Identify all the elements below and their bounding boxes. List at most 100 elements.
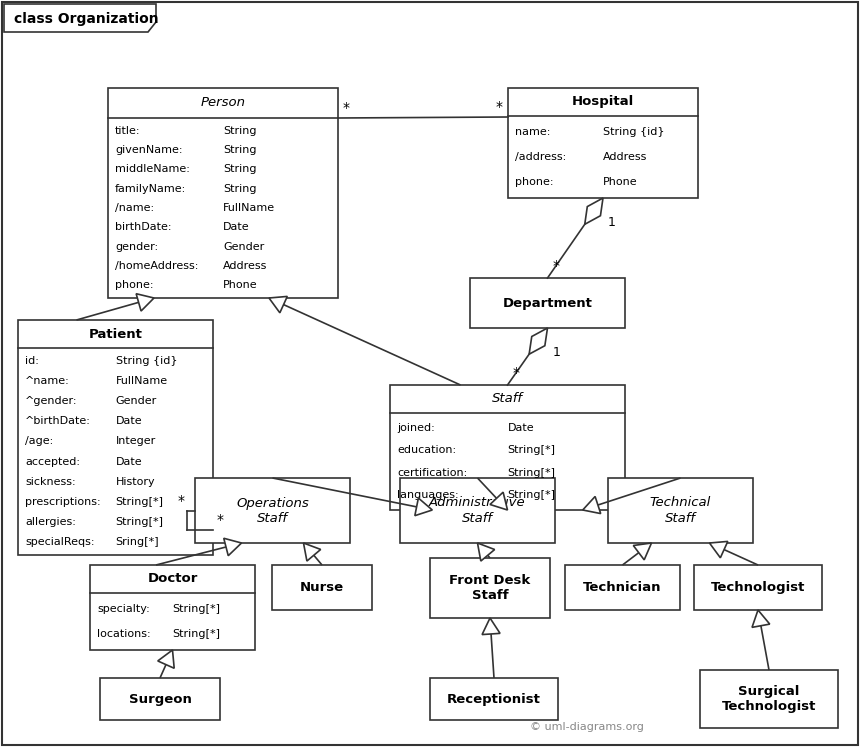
Text: givenName:: givenName: (115, 145, 182, 155)
Text: Sring[*]: Sring[*] (115, 537, 159, 547)
Text: 1: 1 (552, 346, 561, 359)
Text: Administrative
Staff: Administrative Staff (429, 497, 525, 524)
Text: Address: Address (603, 152, 648, 162)
Text: /name:: /name: (115, 203, 154, 213)
Polygon shape (752, 610, 770, 627)
Polygon shape (482, 618, 500, 634)
Text: allergies:: allergies: (25, 517, 76, 527)
Text: joined:: joined: (397, 423, 435, 433)
Text: Date: Date (223, 223, 249, 232)
Bar (430, 558, 550, 618)
Text: class Organization: class Organization (14, 12, 158, 26)
Text: Nurse: Nurse (300, 581, 344, 594)
Text: gender:: gender: (115, 242, 158, 252)
Text: Technical
Staff: Technical Staff (650, 497, 711, 524)
Text: familyName:: familyName: (115, 184, 187, 193)
Bar (18, 320, 213, 555)
Bar (700, 670, 838, 728)
Text: FullName: FullName (223, 203, 275, 213)
Text: Hospital: Hospital (572, 96, 634, 108)
Bar (195, 478, 350, 543)
Text: Address: Address (223, 261, 267, 271)
Bar (108, 88, 338, 298)
Polygon shape (710, 542, 728, 558)
Text: accepted:: accepted: (25, 456, 80, 467)
Text: phone:: phone: (115, 280, 153, 291)
Text: *: * (552, 259, 560, 273)
Text: languages:: languages: (397, 490, 458, 500)
Text: *: * (217, 513, 224, 527)
Bar (100, 678, 220, 720)
Text: id:: id: (25, 356, 39, 366)
Bar (608, 478, 753, 543)
Text: *: * (496, 100, 503, 114)
Text: String: String (223, 164, 256, 174)
Text: name:: name: (515, 127, 550, 137)
Bar (470, 278, 625, 328)
Text: phone:: phone: (515, 177, 554, 187)
Text: specialReqs:: specialReqs: (25, 537, 95, 547)
Text: Date: Date (507, 423, 534, 433)
Text: ^name:: ^name: (25, 376, 70, 386)
Text: Technician: Technician (583, 581, 661, 594)
Polygon shape (136, 294, 154, 311)
Text: ^birthDate:: ^birthDate: (25, 416, 91, 427)
Text: Operations
Staff: Operations Staff (237, 497, 309, 524)
Polygon shape (477, 543, 494, 561)
Text: String[*]: String[*] (173, 604, 220, 614)
Text: Phone: Phone (603, 177, 637, 187)
Polygon shape (583, 497, 600, 514)
Bar (90, 565, 255, 650)
Text: *: * (178, 494, 185, 507)
Text: String[*]: String[*] (507, 445, 556, 455)
Text: Technologist: Technologist (711, 581, 805, 594)
Bar (272, 565, 372, 610)
Text: prescriptions:: prescriptions: (25, 497, 101, 506)
Polygon shape (633, 543, 652, 560)
Text: sickness:: sickness: (25, 477, 76, 486)
Text: String[*]: String[*] (507, 468, 556, 478)
Text: 1: 1 (608, 216, 616, 229)
Text: Surgeon: Surgeon (128, 692, 192, 705)
Text: Date: Date (115, 456, 142, 467)
Text: education:: education: (397, 445, 456, 455)
Text: String {id}: String {id} (115, 356, 177, 366)
Polygon shape (224, 539, 242, 556)
Text: Integer: Integer (115, 436, 156, 447)
Text: Person: Person (200, 96, 245, 110)
Text: birthDate:: birthDate: (115, 223, 171, 232)
Text: Patient: Patient (89, 327, 143, 341)
Text: /address:: /address: (515, 152, 566, 162)
Bar (694, 565, 822, 610)
Text: /homeAddress:: /homeAddress: (115, 261, 199, 271)
Text: Date: Date (115, 416, 142, 427)
Text: History: History (115, 477, 155, 486)
Text: title:: title: (115, 125, 140, 136)
Polygon shape (4, 4, 156, 32)
Text: /age:: /age: (25, 436, 53, 447)
Text: Department: Department (502, 297, 593, 309)
Text: String[*]: String[*] (507, 490, 556, 500)
Text: middleName:: middleName: (115, 164, 190, 174)
Polygon shape (304, 543, 321, 561)
Text: *: * (343, 101, 350, 115)
Text: String[*]: String[*] (115, 497, 163, 506)
Text: Doctor: Doctor (147, 572, 198, 586)
Bar (400, 478, 555, 543)
Text: String[*]: String[*] (173, 629, 220, 639)
Text: Staff: Staff (492, 392, 523, 406)
Polygon shape (157, 650, 175, 669)
Text: Gender: Gender (223, 242, 264, 252)
Text: locations:: locations: (97, 629, 150, 639)
Text: String {id}: String {id} (603, 127, 665, 137)
Text: String: String (223, 145, 256, 155)
Text: certification:: certification: (397, 468, 467, 478)
Polygon shape (585, 198, 603, 224)
Text: String: String (223, 184, 256, 193)
Polygon shape (490, 492, 507, 510)
Text: ^gender:: ^gender: (25, 396, 77, 406)
Text: Receptionist: Receptionist (447, 692, 541, 705)
Bar (565, 565, 680, 610)
Text: Front Desk
Staff: Front Desk Staff (450, 574, 531, 602)
Text: © uml-diagrams.org: © uml-diagrams.org (530, 722, 644, 732)
